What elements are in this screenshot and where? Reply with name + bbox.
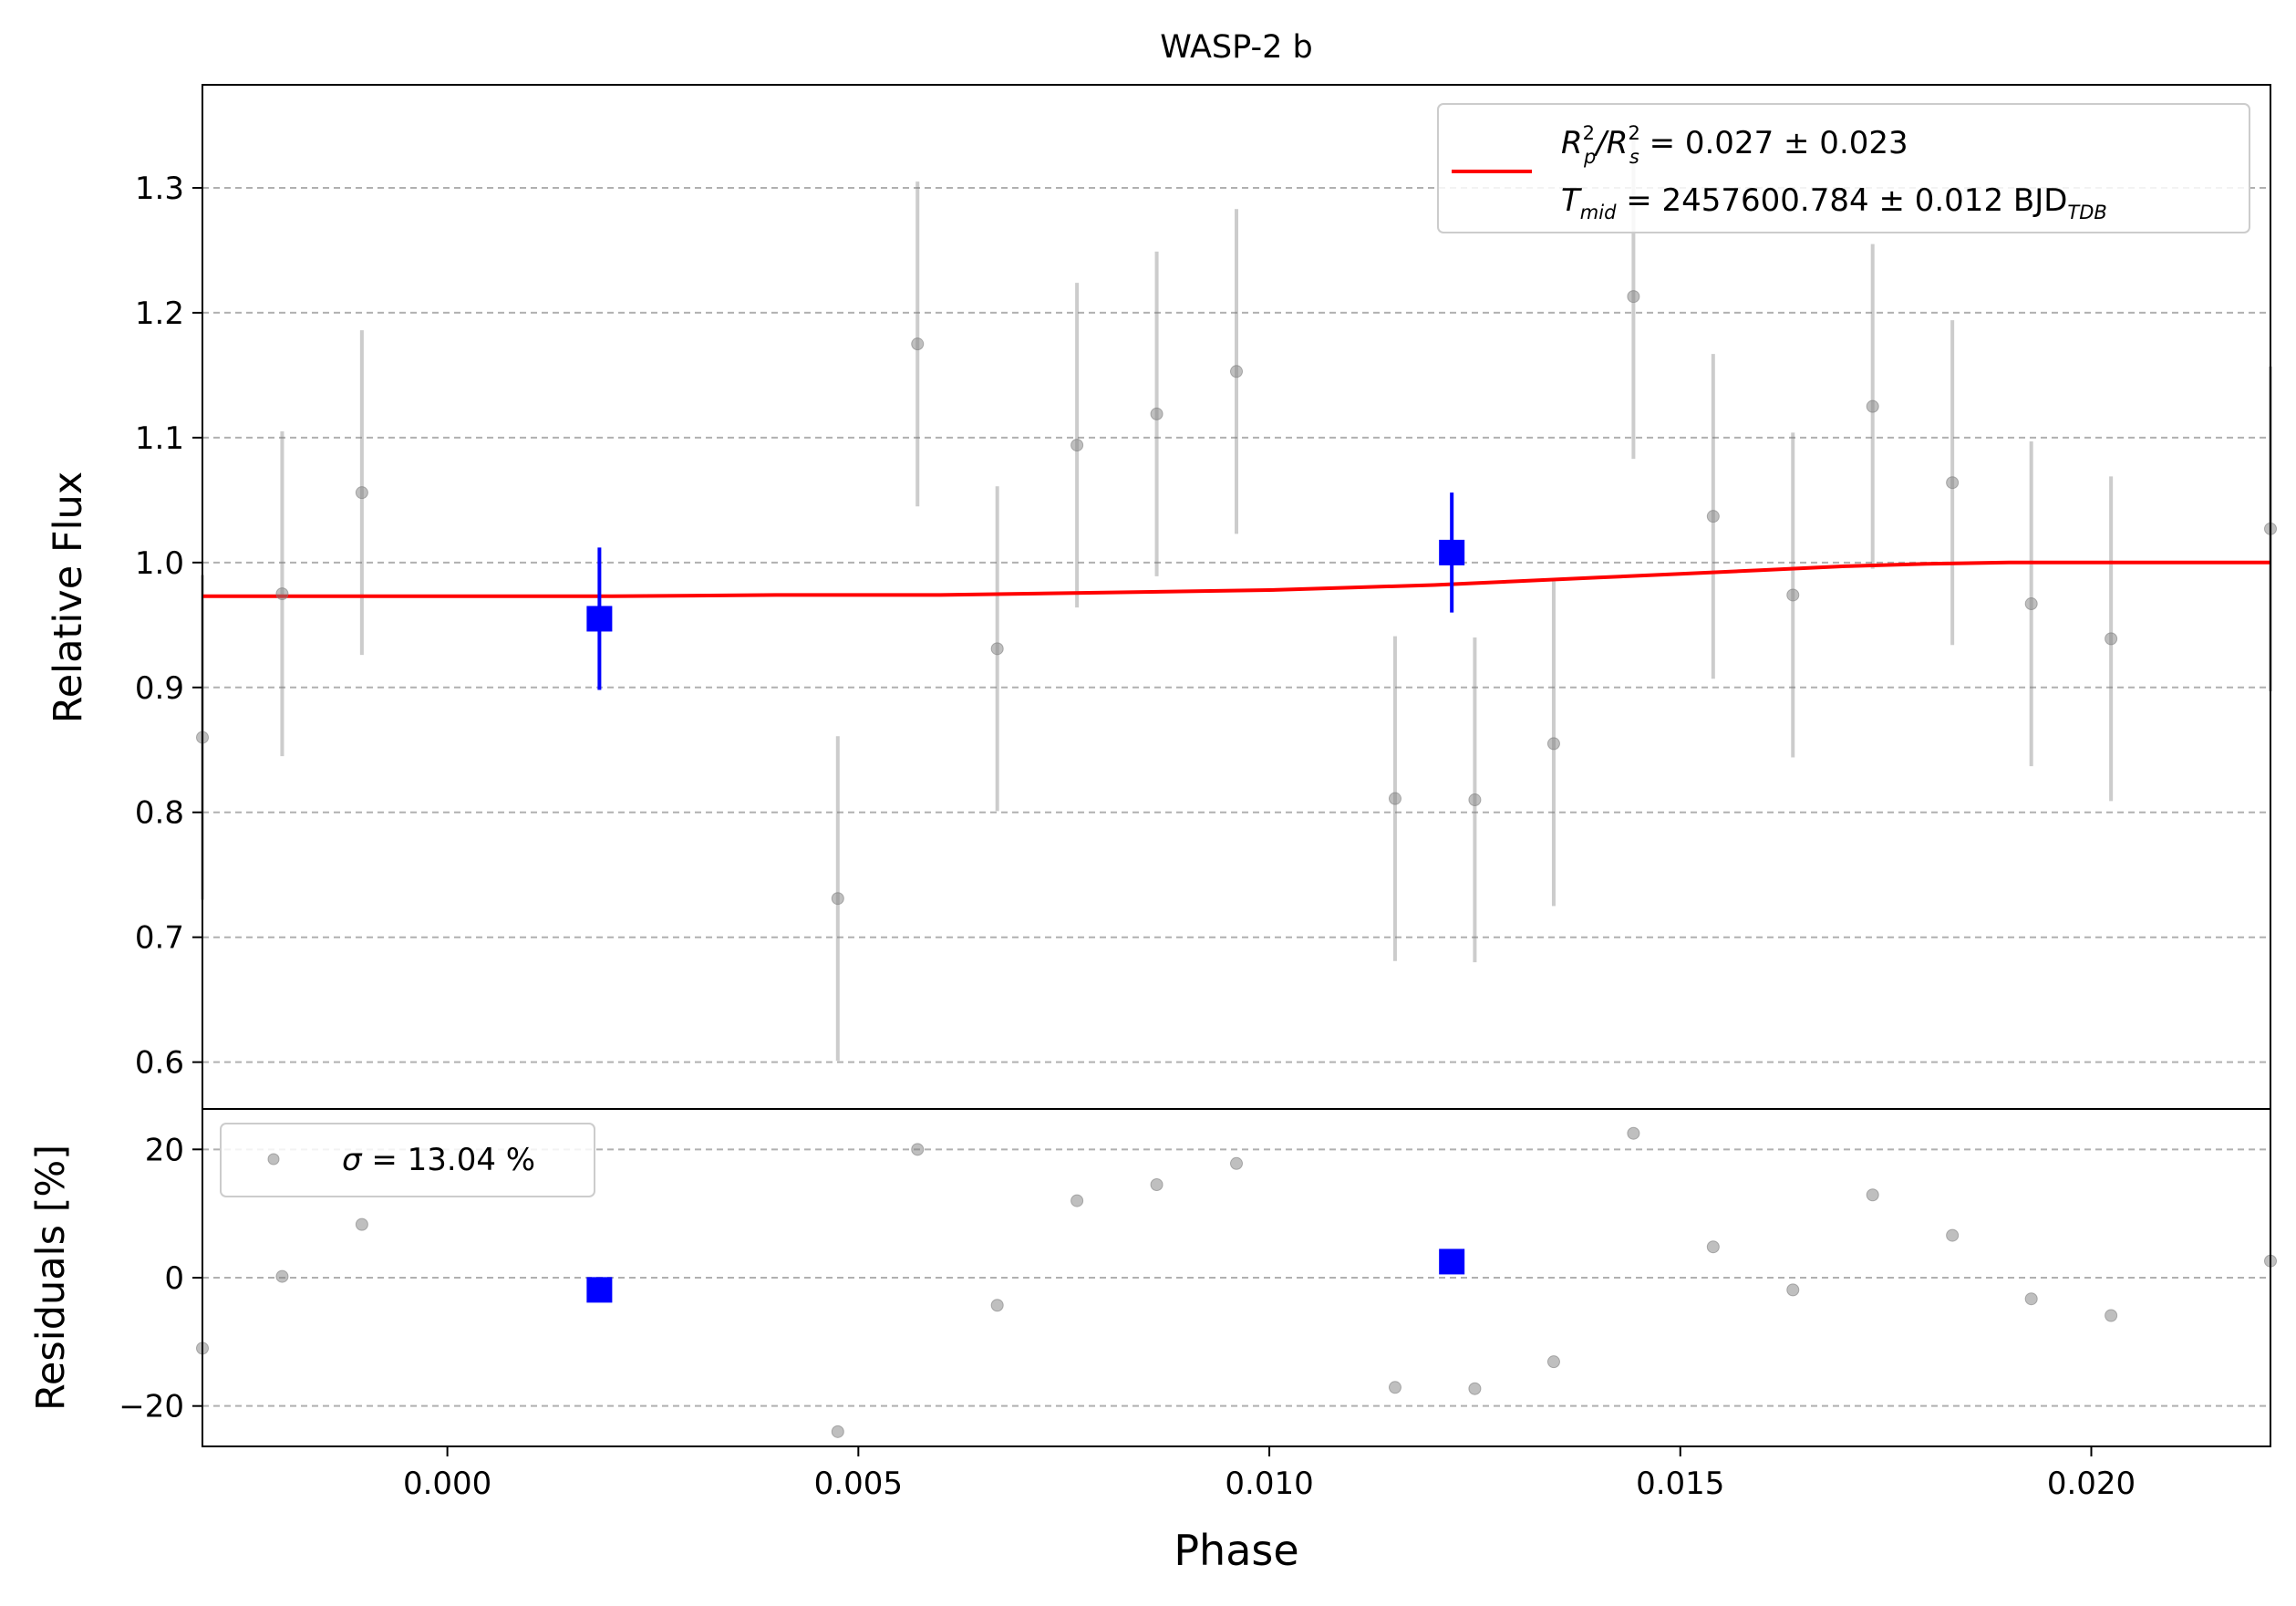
binned-flux-point [586,606,613,632]
flux-point [1150,407,1164,420]
residual-axes-frame [202,1108,2271,1447]
phase-x-tick-label: 0.010 [1225,1466,1313,1502]
flux-point [911,337,925,351]
transit-model [202,560,2270,598]
flux-point [355,486,368,500]
residual-point [1546,1355,1560,1369]
chart-title: WASP-2 b [1160,29,1312,66]
flux-point [1866,399,1879,413]
flux-y-tick-label: 1.3 [135,171,184,207]
phase-x-tick-label: 0.020 [2047,1466,2136,1502]
flux-point [1786,588,1800,602]
residual-y-axis-label: Residuals [%] [28,1145,74,1411]
residual-point [2105,1309,2118,1322]
residual-point [911,1143,925,1156]
flux-point [1946,476,1960,490]
binned-residuals [586,1249,1465,1303]
residual-point [1230,1156,1243,1170]
residual-legend: σ = 13.04 % [220,1123,595,1197]
flux-point [1706,510,1720,523]
phase-x-ticks: 0.000 0.005 0.010 0.015 0.020 [403,1446,2136,1502]
residual-point [1070,1194,1084,1207]
legend-mid-transit: Tmid = 2457600.784 ± 0.012 BJDTDB [1561,182,2107,223]
model-legend-box [1437,103,2250,233]
flux-y-tick-label: 0.8 [135,795,184,832]
residual-y-ticks: −20 0 20 [119,1132,202,1425]
residual-y-tick-label: 20 [145,1132,184,1168]
flux-point [1546,737,1560,751]
flux-y-tick-label: 0.9 [135,670,184,707]
flux-y-ticks: 0.6 0.7 0.8 0.9 1.0 1.1 1.2 1.3 [135,171,202,1082]
residuals-panel: −20 0 20 0.000 0.005 0.010 0.015 0.020 Residua… [28,1108,2277,1575]
flux-panel: WASP-2 b 0.6 0.7 0.8 0.9 1.0 1.1 1.2 1.3 Relati… [46,29,2277,1110]
residual-point [1388,1381,1401,1394]
flux-y-tick-label: 0.7 [135,920,184,957]
flux-y-axis-label: Relative Flux [46,471,91,723]
residual-point [831,1425,844,1438]
transit-model-line [202,560,2270,598]
residual-y-tick-label: 0 [164,1260,184,1297]
phase-x-tick-label: 0.015 [1636,1466,1724,1502]
residual-point [1150,1178,1164,1192]
flux-y-tick-label: 1.0 [135,545,184,582]
residual-point [1468,1382,1482,1395]
flux-y-tick-label: 1.1 [135,420,184,457]
binned-residual-point [1439,1249,1465,1275]
flux-point [1070,439,1084,452]
phase-x-axis-label: Phase [1174,1526,1298,1575]
residual-y-tick-label: −20 [119,1389,184,1425]
residual-point [275,1269,289,1283]
residual-point [2024,1292,2038,1306]
model-legend: R2 p/R2 s = 0.027 ± 0.023 Tmid = 2457600.7… [1437,103,2250,233]
residual-points [196,1126,2277,1438]
residual-legend-label: σ = 13.04 % [342,1142,535,1178]
flux-point [2024,597,2038,611]
residual-point [990,1299,1004,1312]
flux-y-tick-label: 0.6 [135,1045,184,1082]
flux-y-tick-label: 1.2 [135,295,184,332]
residual-point [1786,1283,1800,1297]
flux-point [1230,365,1243,378]
residual-point [355,1217,368,1231]
residual-legend-marker [267,1153,280,1166]
flux-point [1388,792,1401,805]
residual-legend-box [220,1123,595,1197]
flux-point [2105,632,2118,646]
phase-x-tick-label: 0.005 [814,1466,903,1502]
flux-points [196,290,2277,906]
residual-point [1706,1240,1720,1254]
residual-point [1627,1126,1640,1140]
binned-flux [586,492,1465,690]
flux-gridlines [202,186,2270,1063]
binned-flux-point [1439,539,1465,565]
legend-radius-ratio: R2 p/R2 s = 0.027 ± 0.023 [1561,122,1908,168]
residual-point [1866,1188,1879,1202]
residual-point [1946,1228,1960,1242]
flux-point [990,642,1004,656]
flux-point [1468,793,1482,807]
binned-residual-point [586,1277,613,1303]
flux-point [1627,290,1640,304]
flux-point [275,587,289,601]
phase-x-tick-label: 0.000 [403,1466,491,1502]
flux-point [831,892,844,906]
